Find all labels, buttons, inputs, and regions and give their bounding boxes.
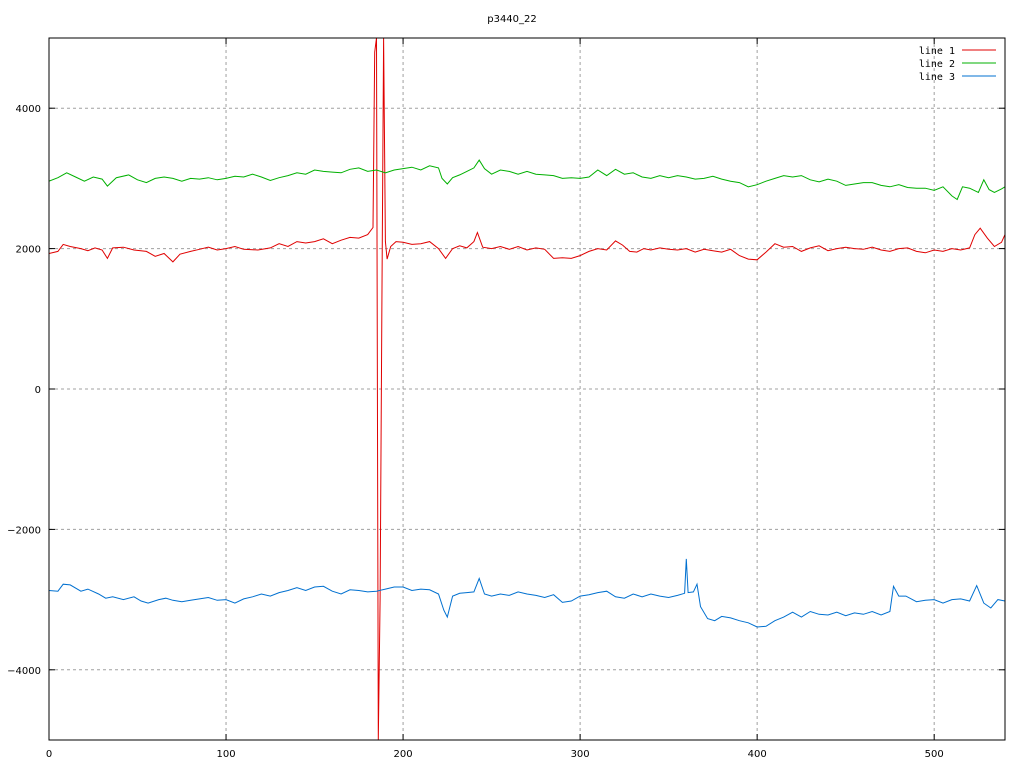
series-line-1 (49, 38, 1005, 740)
legend-label: line 2 (919, 59, 955, 70)
y-tick-label: −2000 (7, 525, 41, 536)
x-tick-label: 0 (46, 749, 52, 760)
y-tick-label: −4000 (7, 666, 41, 677)
axis-ticks: 0 100 200 300 400 500 −4000 −2000 0 2000 4000 (7, 38, 1005, 760)
x-tick-label: 100 (216, 749, 235, 760)
x-tick-label: 300 (571, 749, 590, 760)
series-line-2 (49, 159, 1005, 201)
x-tick-label: 500 (925, 749, 944, 760)
x-tick-label: 200 (394, 749, 413, 760)
legend-label: line 1 (919, 46, 955, 57)
series-line-3 (49, 558, 1005, 628)
series-layer (49, 38, 1005, 740)
x-tick-label: 400 (748, 749, 767, 760)
chart-title: p3440_22 (487, 14, 537, 25)
plot-frame (48, 37, 1006, 741)
legend-label: line 3 (919, 72, 955, 83)
legend: line 1 line 2 line 3 (919, 46, 996, 83)
grid-lines (49, 38, 1005, 740)
y-tick-label: 4000 (16, 104, 41, 115)
y-tick-label: 2000 (16, 245, 41, 256)
y-tick-label: 0 (35, 385, 41, 396)
